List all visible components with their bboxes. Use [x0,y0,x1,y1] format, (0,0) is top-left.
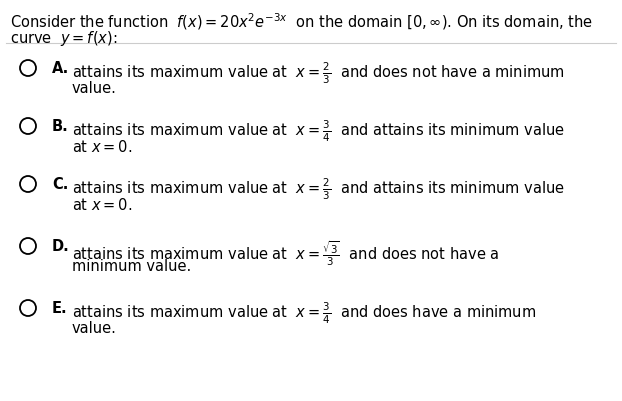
Text: A.: A. [52,61,69,76]
Text: E.: E. [52,301,68,316]
Text: attains its maximum value at  $x = \frac{2}{3}$  and attains its minimum value: attains its maximum value at $x = \frac{… [72,177,565,203]
Text: D.: D. [52,239,70,254]
Text: attains its maximum value at  $x = \frac{\sqrt{3}}{3}$  and does not have a: attains its maximum value at $x = \frac{… [72,239,499,268]
Text: minimum value.: minimum value. [72,259,191,274]
Text: at $x = 0$.: at $x = 0$. [72,139,132,155]
Text: curve  $\mathit{y} = \mathit{f}(x)$:: curve $\mathit{y} = \mathit{f}(x)$: [10,29,118,48]
Text: value.: value. [72,81,117,96]
Text: value.: value. [72,321,117,336]
Text: C.: C. [52,177,68,192]
Text: Consider the function  $\mathit{f}(x) = 20x^2e^{-3x}$  on the domain $[0, \infty: Consider the function $\mathit{f}(x) = 2… [10,11,593,32]
Text: attains its maximum value at  $x = \frac{3}{4}$  and does have a minimum: attains its maximum value at $x = \frac{… [72,301,536,326]
Text: B.: B. [52,119,69,134]
Text: attains its maximum value at  $x = \frac{3}{4}$  and attains its minimum value: attains its maximum value at $x = \frac{… [72,119,565,144]
Text: at $x = 0$.: at $x = 0$. [72,197,132,213]
Text: attains its maximum value at  $x = \frac{2}{3}$  and does not have a minimum: attains its maximum value at $x = \frac{… [72,61,565,86]
